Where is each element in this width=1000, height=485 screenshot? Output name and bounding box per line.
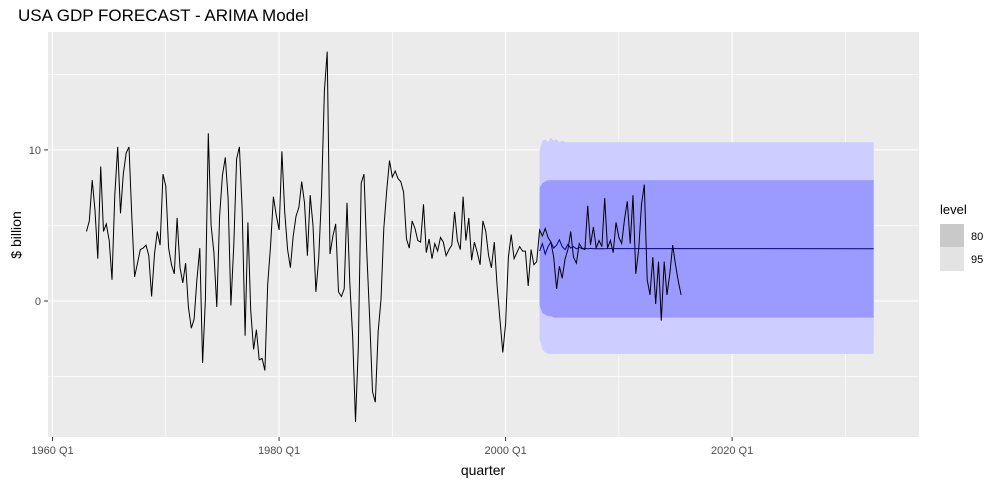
y-axis-title: $ billion	[8, 211, 24, 258]
legend-label-80: 80	[971, 231, 983, 243]
x-tick-label: 1960 Q1	[31, 445, 73, 457]
legend-label-95: 95	[971, 254, 983, 266]
y-axis: 0 10	[29, 145, 48, 308]
legend-key-80	[940, 224, 964, 248]
y-tick-label: 10	[29, 145, 41, 157]
history-line	[86, 51, 682, 422]
x-tick-label: 1980 Q1	[258, 445, 300, 457]
chart-title: USA GDP FORECAST - ARIMA Model	[18, 6, 308, 25]
legend: level 80 95	[940, 202, 983, 271]
legend-title: level	[940, 202, 967, 217]
x-tick-label: 2020 Q1	[711, 445, 753, 457]
legend-key-95	[940, 247, 964, 271]
x-axis-title: quarter	[461, 462, 506, 478]
x-axis: 1960 Q1 1980 Q1 2000 Q1 2020 Q1	[31, 437, 753, 457]
y-tick-label: 0	[35, 296, 41, 308]
x-tick-label: 2000 Q1	[484, 445, 526, 457]
forecast-line	[539, 238, 874, 256]
